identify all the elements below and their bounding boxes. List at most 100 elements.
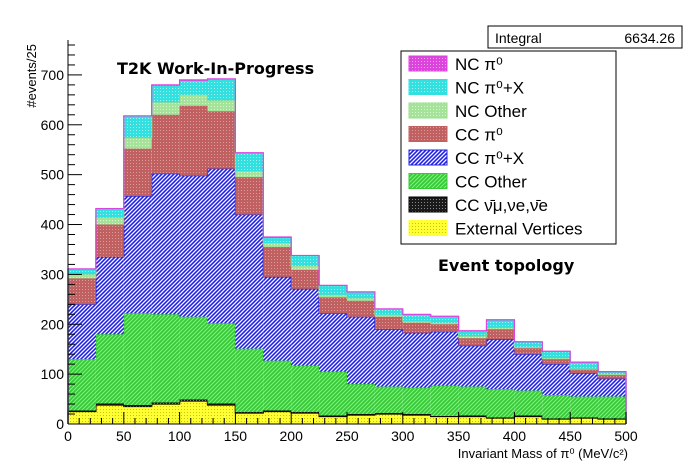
- bar-nc-other-bin-15: [486, 327, 515, 330]
- x-tick-label: 300: [391, 428, 415, 444]
- histogram-bars: [67, 78, 627, 424]
- legend-label: CC Other: [455, 173, 527, 192]
- bar-cc-nubar-bin-4: [179, 399, 208, 402]
- bar-nc-pi0-x-bin-17: [542, 351, 571, 359]
- legend-item-nc-pi0: NC π⁰: [408, 55, 503, 74]
- y-tick-label: 0: [56, 416, 64, 432]
- bar-cc-pi0-bin-13: [430, 324, 459, 332]
- bar-nc-other-bin-7: [263, 242, 292, 247]
- bar-cc-pi0-bin-19: [598, 375, 626, 379]
- bar-cc-nubar-bin-2: [123, 405, 152, 407]
- bar-nc-pi0-x-bin-6: [235, 153, 264, 172]
- topology-label: Event topology: [438, 256, 575, 275]
- bar-external-vertices-bin-10: [347, 415, 375, 424]
- bar-cc-pi0-bin-5: [207, 111, 236, 169]
- y-tick-label: 700: [41, 67, 65, 83]
- bar-cc-pi0-x-bin-17: [542, 364, 571, 396]
- bar-cc-pi0-x-bin-18: [570, 373, 599, 397]
- bar-cc-pi0-bin-6: [235, 177, 264, 215]
- bar-external-vertices-bin-3: [151, 404, 180, 424]
- x-tick-label: 200: [280, 428, 304, 444]
- bar-nc-other-bin-6: [235, 171, 264, 178]
- bar-cc-pi0-bin-10: [347, 300, 375, 317]
- bar-nc-pi0-x-bin-1: [95, 209, 124, 218]
- bar-nc-pi0-x-bin-8: [291, 255, 320, 266]
- bar-cc-nubar-bin-3: [151, 402, 180, 405]
- bar-cc-other-bin-0: [68, 359, 96, 411]
- bar-nc-pi0-x-bin-10: [347, 292, 375, 299]
- x-tick-label: 350: [447, 428, 471, 444]
- stats-label: Integral: [495, 30, 542, 46]
- bar-cc-pi0-x-bin-3: [151, 173, 180, 315]
- bar-nc-pi0-x-bin-4: [179, 80, 208, 95]
- legend-swatch: [408, 55, 448, 72]
- legend: NC π⁰ NC π⁰+X NC Other CC π⁰ CC π⁰+X CC Other…: [400, 50, 617, 245]
- bar-external-vertices-bin-18: [570, 418, 599, 424]
- stats-box: Integral 6634.26: [487, 25, 683, 49]
- bar-nc-other-bin-9: [319, 294, 347, 298]
- legend-label: CC ν̄μ,νe,ν̄e: [455, 196, 548, 215]
- legend-label: CC π⁰+X: [455, 149, 524, 168]
- legend-swatch: [408, 149, 448, 166]
- bar-cc-pi0-x-bin-5: [207, 168, 236, 324]
- bar-cc-nubar-bin-1: [95, 403, 124, 406]
- bar-cc-other-bin-19: [598, 396, 626, 419]
- bar-cc-pi0-x-bin-8: [291, 288, 320, 366]
- x-tick-label: 400: [503, 428, 527, 444]
- bar-nc-other-bin-5: [207, 100, 236, 112]
- bar-external-vertices-bin-17: [542, 419, 571, 424]
- bar-cc-pi0-x-bin-7: [263, 276, 292, 361]
- bar-nc-other-bin-14: [458, 336, 487, 339]
- y-tick-label: 600: [41, 117, 65, 133]
- bar-external-vertices-bin-11: [374, 414, 403, 424]
- x-tick-label: 0: [64, 428, 72, 444]
- bar-cc-other-bin-10: [347, 384, 375, 415]
- bar-cc-pi0-bin-17: [542, 359, 571, 365]
- y-axis-title: #events/25: [24, 44, 39, 108]
- bar-nc-other-bin-3: [151, 102, 180, 115]
- legend-label: NC Other: [455, 102, 527, 121]
- bar-nc-pi0-x-bin-19: [598, 372, 626, 375]
- bar-cc-pi0-x-bin-19: [598, 378, 626, 397]
- legend-swatch: [408, 220, 448, 236]
- legend-swatch: [408, 79, 448, 95]
- bar-cc-other-bin-18: [570, 396, 599, 418]
- bar-nc-other-bin-1: [95, 217, 124, 225]
- bar-external-vertices-bin-6: [235, 413, 264, 424]
- legend-swatch: [408, 102, 448, 119]
- bar-nc-pi0-x-bin-15: [486, 320, 515, 328]
- bar-nc-other-bin-4: [179, 94, 208, 106]
- bar-cc-pi0-x-bin-6: [235, 214, 264, 349]
- bar-cc-other-bin-1: [95, 334, 124, 404]
- axes: 0 50 100 150 200 250 300 350 400 450 500 0 100 200 300…: [41, 40, 638, 444]
- bar-cc-pi0-bin-16: [514, 348, 543, 355]
- legend-item-external-vertices: External Vertices: [408, 220, 583, 239]
- bar-cc-other-bin-12: [402, 387, 431, 415]
- legend-label: CC π⁰: [455, 126, 503, 145]
- x-tick-label: 100: [168, 428, 192, 444]
- bar-cc-pi0-x-bin-4: [179, 175, 208, 317]
- bar-nc-other-bin-13: [430, 322, 459, 325]
- bar-cc-other-bin-17: [542, 395, 571, 419]
- legend-item-cc-other: CC Other: [408, 173, 527, 192]
- bar-external-vertices-bin-14: [458, 416, 487, 424]
- bar-nc-pi0-x-bin-18: [570, 362, 599, 369]
- bar-nc-pi0-x-bin-14: [458, 331, 487, 337]
- bar-cc-pi0-bin-7: [263, 246, 292, 277]
- bar-cc-other-bin-9: [319, 371, 347, 416]
- bar-cc-other-bin-2: [123, 313, 152, 406]
- bar-nc-pi0-x-bin-3: [151, 85, 180, 103]
- legend-item-cc-pi0: CC π⁰: [408, 126, 503, 145]
- bar-nc-pi0-x-bin-16: [514, 342, 543, 348]
- legend-item-cc-pi0-x: CC π⁰+X: [408, 149, 524, 168]
- bar-cc-pi0-bin-11: [374, 316, 403, 330]
- bar-cc-pi0-x-bin-2: [123, 196, 152, 314]
- series-cc-pi0-x: [67, 168, 627, 424]
- bar-cc-other-bin-7: [263, 360, 292, 411]
- bar-external-vertices-bin-8: [291, 413, 320, 424]
- x-tick-label: 150: [224, 428, 248, 444]
- bar-external-vertices-bin-4: [179, 401, 208, 424]
- bar-cc-other-bin-8: [291, 365, 320, 413]
- y-tick-label: 400: [41, 217, 65, 233]
- legend-label: NC π⁰+X: [455, 79, 524, 98]
